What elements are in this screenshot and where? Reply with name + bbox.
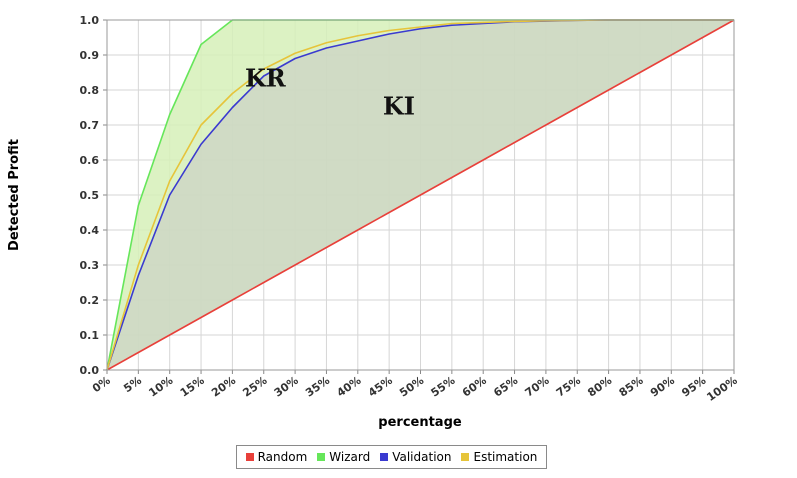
legend-label: Wizard: [329, 450, 371, 464]
legend-swatch: [461, 453, 470, 461]
y-tick-label: 0.0: [80, 364, 100, 377]
y-axis-title: Detected Profit: [7, 139, 22, 251]
region-label-ki: KI: [383, 92, 415, 121]
axes: [103, 19, 735, 374]
legend-item-validation: Validation: [380, 450, 451, 464]
y-tick-label: 0.4: [80, 224, 100, 237]
legend-label: Random: [257, 450, 308, 464]
legend-label: Validation: [392, 450, 452, 464]
region-label-kr: KR: [245, 64, 287, 93]
y-tick-label: 0.3: [80, 259, 100, 272]
x-axis-title: percentage: [378, 415, 462, 430]
legend: Random Wizard Validation Estimation: [236, 445, 547, 469]
legend-swatch: [317, 453, 326, 461]
y-tick-label: 0.9: [80, 49, 100, 62]
annotations: KR KI: [245, 64, 415, 121]
y-tick-label: 0.6: [80, 154, 100, 167]
legend-item-wizard: Wizard: [317, 450, 370, 464]
y-tick-label: 0.5: [80, 189, 100, 202]
y-tick-label: 0.7: [80, 119, 100, 132]
y-tick-label: 0.1: [80, 329, 100, 342]
legend-swatch: [380, 453, 389, 461]
y-tick-label: 1.0: [80, 14, 100, 27]
plot-border: [106, 19, 735, 371]
y-tick-label: 0.8: [80, 84, 100, 97]
legend-item-estimation: Estimation: [461, 450, 537, 464]
y-tick-label: 0.2: [80, 294, 100, 307]
legend-swatch: [245, 453, 254, 461]
legend-item-random: Random: [245, 450, 308, 464]
legend-label: Estimation: [473, 450, 538, 464]
series-line-random: [106, 19, 735, 371]
